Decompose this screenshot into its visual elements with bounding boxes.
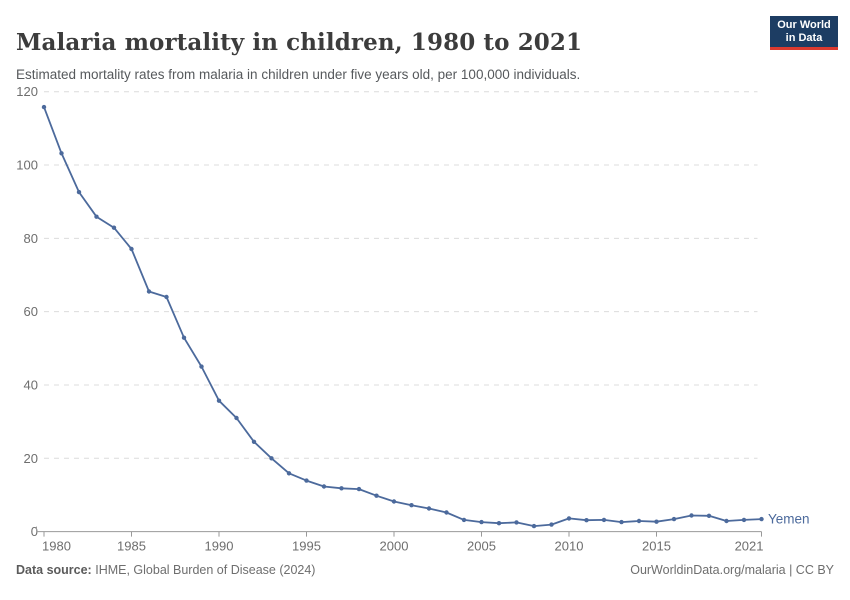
data-point-yemen-2016[interactable]: [671, 516, 677, 522]
data-point-yemen-1988[interactable]: [181, 335, 187, 340]
data-point-yemen-2007[interactable]: [514, 520, 519, 525]
data-point-yemen-2021[interactable]: [759, 516, 764, 522]
data-point-yemen-1982[interactable]: [76, 189, 82, 195]
data-point-yemen-2012[interactable]: [601, 517, 607, 523]
data-point-yemen-2014[interactable]: [636, 518, 642, 524]
data-point-yemen-2004[interactable]: [461, 517, 467, 523]
data-point-yemen-1987[interactable]: [164, 294, 169, 300]
data-point-yemen-1983[interactable]: [94, 214, 99, 219]
data-point-yemen-2010[interactable]: [566, 516, 572, 521]
data-point-yemen-2013[interactable]: [619, 519, 624, 525]
data-point-yemen-2002[interactable]: [426, 506, 432, 511]
data-point-yemen-1980[interactable]: [41, 104, 47, 110]
data-point-yemen-1986[interactable]: [146, 289, 152, 294]
x-tick-label-1990: 1990: [205, 539, 234, 554]
owid-logo-line2: in Data: [785, 31, 823, 44]
y-tick-label-80: 80: [24, 231, 38, 246]
data-point-yemen-1995[interactable]: [304, 478, 309, 483]
x-tick-label-1985: 1985: [117, 539, 146, 554]
data-point-yemen-1992[interactable]: [251, 439, 257, 444]
chart-subtitle: Estimated mortality rates from malaria i…: [16, 66, 581, 82]
data-point-yemen-2011[interactable]: [584, 518, 589, 523]
data-point-yemen-2009[interactable]: [549, 522, 554, 527]
data-point-yemen-1985[interactable]: [129, 246, 134, 252]
y-tick-label-60: 60: [24, 304, 38, 319]
data-point-yemen-2017[interactable]: [689, 513, 694, 518]
x-tick-label-2000: 2000: [380, 539, 409, 554]
data-point-yemen-2005[interactable]: [479, 519, 484, 525]
data-point-yemen-1993[interactable]: [269, 456, 274, 461]
data-point-yemen-1990[interactable]: [216, 398, 222, 403]
data-source-note: Data source: IHME, Global Burden of Dise…: [16, 563, 315, 577]
data-point-yemen-1981[interactable]: [59, 151, 64, 156]
data-point-yemen-1997[interactable]: [339, 486, 344, 491]
data-point-yemen-1999[interactable]: [374, 493, 379, 498]
data-point-yemen-2008[interactable]: [531, 523, 537, 529]
credit-link[interactable]: OurWorldinData.org/malaria | CC BY: [630, 563, 834, 577]
data-point-yemen-2018[interactable]: [706, 513, 712, 518]
data-point-yemen-2003[interactable]: [444, 510, 449, 515]
y-tick-label-40: 40: [24, 377, 38, 392]
data-point-yemen-2020[interactable]: [741, 517, 747, 523]
data-point-yemen-1984[interactable]: [111, 225, 117, 230]
x-tick-label-2010: 2010: [555, 539, 584, 554]
y-tick-label-120: 120: [16, 84, 38, 99]
page-title: Malaria mortality in children, 1980 to 2…: [16, 29, 583, 57]
series-label-yemen[interactable]: Yemen: [768, 512, 810, 527]
owid-logo[interactable]: Our World in Data: [770, 16, 838, 50]
data-point-yemen-2019[interactable]: [724, 518, 729, 524]
x-tick-label-2005: 2005: [467, 539, 496, 554]
data-point-yemen-2015[interactable]: [654, 519, 659, 524]
x-tick-label-1995: 1995: [292, 539, 321, 554]
data-point-yemen-1989[interactable]: [199, 364, 204, 369]
data-source-label: Data source:: [16, 563, 92, 577]
data-source-value: IHME, Global Burden of Disease (2024): [95, 563, 316, 577]
y-tick-label-100: 100: [16, 158, 38, 173]
x-tick-label-2015: 2015: [642, 539, 671, 554]
owid-logo-line1: Our World: [777, 19, 831, 31]
y-tick-label-20: 20: [24, 451, 38, 466]
data-point-yemen-1998[interactable]: [356, 486, 362, 492]
y-tick-label-0: 0: [31, 524, 38, 539]
data-point-yemen-2006[interactable]: [496, 521, 502, 526]
x-tick-label-1980: 1980: [42, 539, 71, 554]
data-point-yemen-1996[interactable]: [321, 484, 327, 489]
x-tick-label-2021: 2021: [735, 539, 764, 554]
data-point-yemen-2000[interactable]: [391, 499, 397, 504]
data-point-yemen-2001[interactable]: [409, 503, 414, 508]
series-line-yemen: [43, 106, 763, 527]
data-point-yemen-1991[interactable]: [234, 415, 239, 421]
data-point-yemen-1994[interactable]: [286, 471, 292, 476]
